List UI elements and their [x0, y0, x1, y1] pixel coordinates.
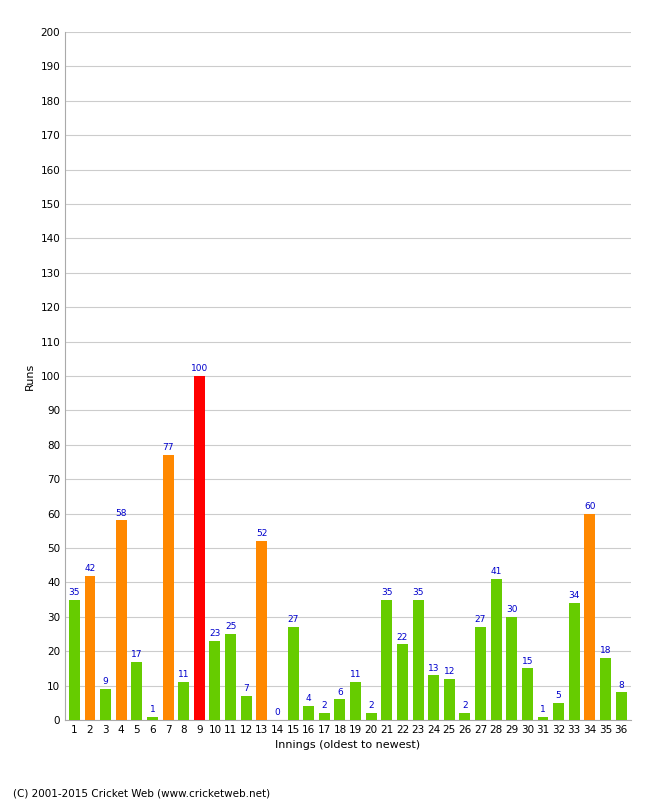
- Text: 22: 22: [396, 633, 408, 642]
- Text: 2: 2: [462, 702, 468, 710]
- Text: 35: 35: [381, 588, 393, 597]
- Bar: [366, 713, 376, 720]
- Bar: [444, 678, 455, 720]
- Text: 23: 23: [209, 629, 220, 638]
- Bar: [178, 682, 189, 720]
- Bar: [569, 603, 580, 720]
- Bar: [584, 514, 595, 720]
- Bar: [304, 706, 314, 720]
- Y-axis label: Runs: Runs: [25, 362, 35, 390]
- Bar: [256, 541, 267, 720]
- Text: 27: 27: [475, 615, 486, 624]
- Text: 35: 35: [69, 588, 80, 597]
- Bar: [147, 717, 158, 720]
- Text: 8: 8: [618, 681, 624, 690]
- Bar: [413, 600, 424, 720]
- Text: 18: 18: [600, 646, 611, 655]
- Text: 11: 11: [350, 670, 361, 679]
- Bar: [350, 682, 361, 720]
- X-axis label: Innings (oldest to newest): Innings (oldest to newest): [275, 741, 421, 750]
- Bar: [553, 702, 564, 720]
- Text: 41: 41: [491, 567, 502, 576]
- Bar: [475, 627, 486, 720]
- Text: 100: 100: [190, 364, 208, 374]
- Bar: [491, 579, 502, 720]
- Text: 1: 1: [150, 705, 155, 714]
- Bar: [225, 634, 236, 720]
- Text: 42: 42: [84, 564, 96, 573]
- Bar: [538, 717, 549, 720]
- Text: 12: 12: [443, 667, 455, 676]
- Text: 17: 17: [131, 650, 142, 658]
- Text: 15: 15: [522, 657, 533, 666]
- Bar: [116, 521, 127, 720]
- Bar: [428, 675, 439, 720]
- Bar: [506, 617, 517, 720]
- Bar: [194, 376, 205, 720]
- Bar: [616, 693, 627, 720]
- Bar: [335, 699, 345, 720]
- Text: 25: 25: [225, 622, 237, 631]
- Bar: [240, 696, 252, 720]
- Text: 60: 60: [584, 502, 595, 511]
- Text: 4: 4: [306, 694, 311, 703]
- Text: 0: 0: [274, 708, 280, 718]
- Text: 58: 58: [116, 509, 127, 518]
- Bar: [69, 600, 80, 720]
- Text: 6: 6: [337, 688, 343, 697]
- Bar: [600, 658, 611, 720]
- Text: 1: 1: [540, 705, 546, 714]
- Text: 11: 11: [178, 670, 189, 679]
- Bar: [319, 713, 330, 720]
- Text: 5: 5: [556, 691, 562, 700]
- Text: 9: 9: [103, 678, 109, 686]
- Text: 35: 35: [412, 588, 424, 597]
- Text: 34: 34: [569, 591, 580, 600]
- Bar: [460, 713, 471, 720]
- Text: 52: 52: [256, 530, 268, 538]
- Bar: [209, 641, 220, 720]
- Bar: [100, 689, 111, 720]
- Text: 2: 2: [322, 702, 327, 710]
- Bar: [84, 575, 96, 720]
- Text: 2: 2: [369, 702, 374, 710]
- Text: 27: 27: [287, 615, 299, 624]
- Bar: [397, 644, 408, 720]
- Text: 30: 30: [506, 605, 517, 614]
- Text: (C) 2001-2015 Cricket Web (www.cricketweb.net): (C) 2001-2015 Cricket Web (www.cricketwe…: [13, 788, 270, 798]
- Bar: [522, 669, 533, 720]
- Text: 13: 13: [428, 663, 439, 673]
- Bar: [162, 455, 174, 720]
- Text: 77: 77: [162, 443, 174, 452]
- Bar: [382, 600, 392, 720]
- Bar: [287, 627, 298, 720]
- Text: 7: 7: [243, 684, 249, 693]
- Bar: [131, 662, 142, 720]
